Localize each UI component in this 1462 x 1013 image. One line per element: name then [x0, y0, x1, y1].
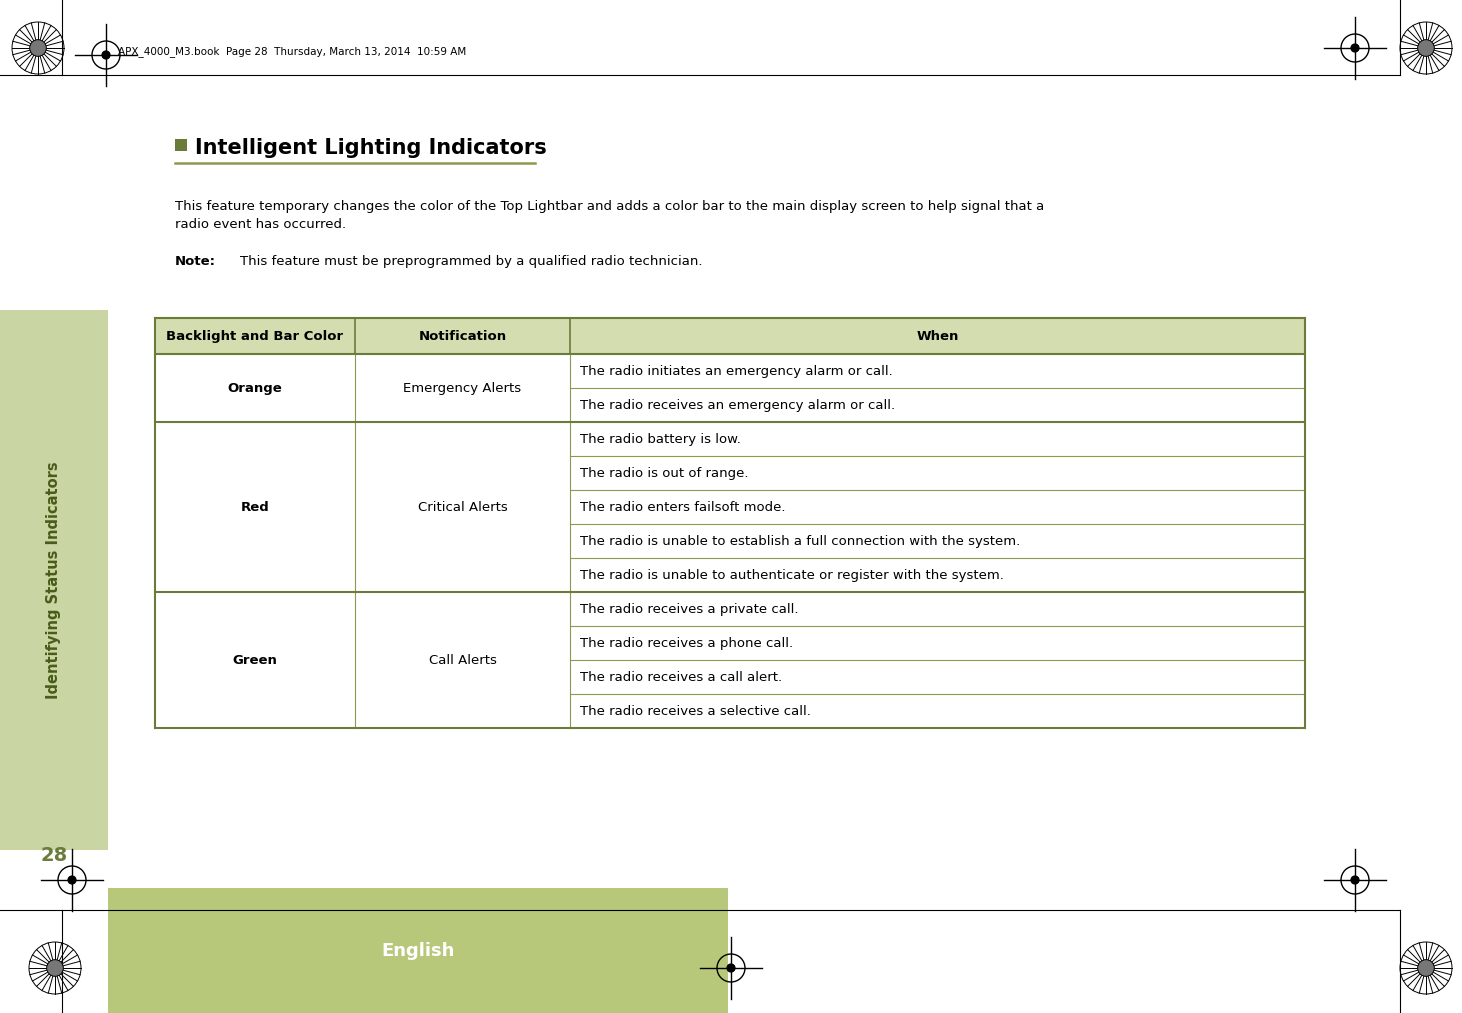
Circle shape: [1418, 959, 1434, 977]
Text: The radio receives a call alert.: The radio receives a call alert.: [580, 671, 782, 684]
Text: English: English: [382, 941, 455, 959]
Text: The radio receives a selective call.: The radio receives a selective call.: [580, 704, 811, 717]
Text: APX_4000_M3.book  Page 28  Thursday, March 13, 2014  10:59 AM: APX_4000_M3.book Page 28 Thursday, March…: [118, 47, 466, 58]
Circle shape: [1351, 876, 1358, 884]
Text: This feature must be preprogrammed by a qualified radio technician.: This feature must be preprogrammed by a …: [240, 255, 703, 268]
Text: Identifying Status Indicators: Identifying Status Indicators: [47, 461, 61, 699]
Circle shape: [29, 40, 47, 57]
Text: Critical Alerts: Critical Alerts: [418, 500, 507, 514]
Text: Call Alerts: Call Alerts: [428, 653, 497, 667]
Text: Intelligent Lighting Indicators: Intelligent Lighting Indicators: [194, 138, 547, 158]
Bar: [0, 310, 108, 850]
Text: Orange: Orange: [228, 382, 282, 394]
Circle shape: [727, 964, 735, 971]
Text: The radio enters failsoft mode.: The radio enters failsoft mode.: [580, 500, 785, 514]
Text: The radio initiates an emergency alarm or call.: The radio initiates an emergency alarm o…: [580, 365, 893, 378]
Text: The radio is unable to authenticate or register with the system.: The radio is unable to authenticate or r…: [580, 568, 1004, 581]
Text: Green: Green: [232, 653, 278, 667]
Text: The radio receives an emergency alarm or call.: The radio receives an emergency alarm or…: [580, 398, 895, 411]
Bar: [108, 888, 728, 1013]
Text: Backlight and Bar Color: Backlight and Bar Color: [167, 329, 344, 342]
Text: When: When: [917, 329, 959, 342]
Circle shape: [47, 959, 63, 977]
Text: Red: Red: [241, 500, 269, 514]
Text: The radio receives a phone call.: The radio receives a phone call.: [580, 636, 792, 649]
Text: The radio is out of range.: The radio is out of range.: [580, 467, 749, 479]
Circle shape: [1351, 45, 1358, 52]
Text: The radio is unable to establish a full connection with the system.: The radio is unable to establish a full …: [580, 535, 1020, 547]
Text: radio event has occurred.: radio event has occurred.: [175, 218, 346, 231]
Text: 28: 28: [41, 846, 67, 864]
Text: Notification: Notification: [418, 329, 506, 342]
Text: The radio battery is low.: The radio battery is low.: [580, 433, 741, 446]
Bar: [155, 318, 1306, 354]
Circle shape: [69, 876, 76, 884]
Bar: [175, 139, 187, 151]
Text: Emergency Alerts: Emergency Alerts: [404, 382, 522, 394]
Text: The radio receives a private call.: The radio receives a private call.: [580, 603, 798, 616]
Text: This feature temporary changes the color of the Top Lightbar and adds a color ba: This feature temporary changes the color…: [175, 200, 1044, 213]
Circle shape: [1418, 40, 1434, 57]
Circle shape: [102, 51, 110, 59]
Text: Note:: Note:: [175, 255, 216, 268]
